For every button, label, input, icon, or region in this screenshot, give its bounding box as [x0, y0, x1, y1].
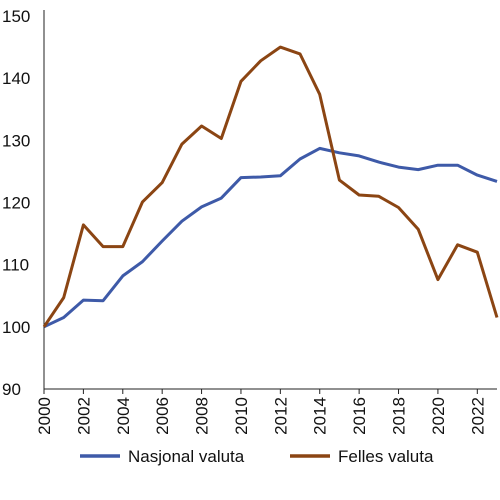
- x-tick-label: 2018: [390, 397, 409, 435]
- y-tick-label: 150: [2, 7, 30, 26]
- series-group: [42, 45, 499, 329]
- x-axis-ticks: 2000 2002 2004 2006 2008 2010 2012 2014 2016 2018…: [35, 389, 487, 435]
- x-tick-label: 2016: [350, 397, 369, 435]
- x-tick-label: 2002: [74, 397, 93, 435]
- y-tick-label: 140: [2, 69, 30, 88]
- x-tick-label: 2012: [271, 397, 290, 435]
- x-tick-label: 2000: [35, 397, 54, 435]
- series-line-felles-valuta: [42, 45, 499, 328]
- legend: Nasjonal valuta Felles valuta: [80, 447, 434, 466]
- y-axis-ticks: 90 100 110 120 130 140 150: [2, 7, 30, 399]
- y-tick-label: 90: [2, 380, 21, 399]
- x-tick-label: 2020: [429, 397, 448, 435]
- x-tick-label: 2014: [311, 397, 330, 435]
- legend-label-felles-valuta: Felles valuta: [338, 447, 434, 466]
- x-tick-label: 2006: [153, 397, 172, 435]
- y-tick-label: 130: [2, 131, 30, 150]
- x-tick-label: 2022: [468, 397, 487, 435]
- y-tick-label: 120: [2, 194, 30, 213]
- legend-label-nasjonal-valuta: Nasjonal valuta: [128, 447, 245, 466]
- x-tick-label: 2010: [232, 397, 251, 435]
- y-tick-label: 100: [2, 318, 30, 337]
- y-tick-label: 110: [2, 256, 29, 275]
- series-line-nasjonal-valuta: [43, 146, 498, 329]
- x-tick-label: 2004: [114, 397, 133, 435]
- x-tick-label: 2008: [193, 397, 212, 435]
